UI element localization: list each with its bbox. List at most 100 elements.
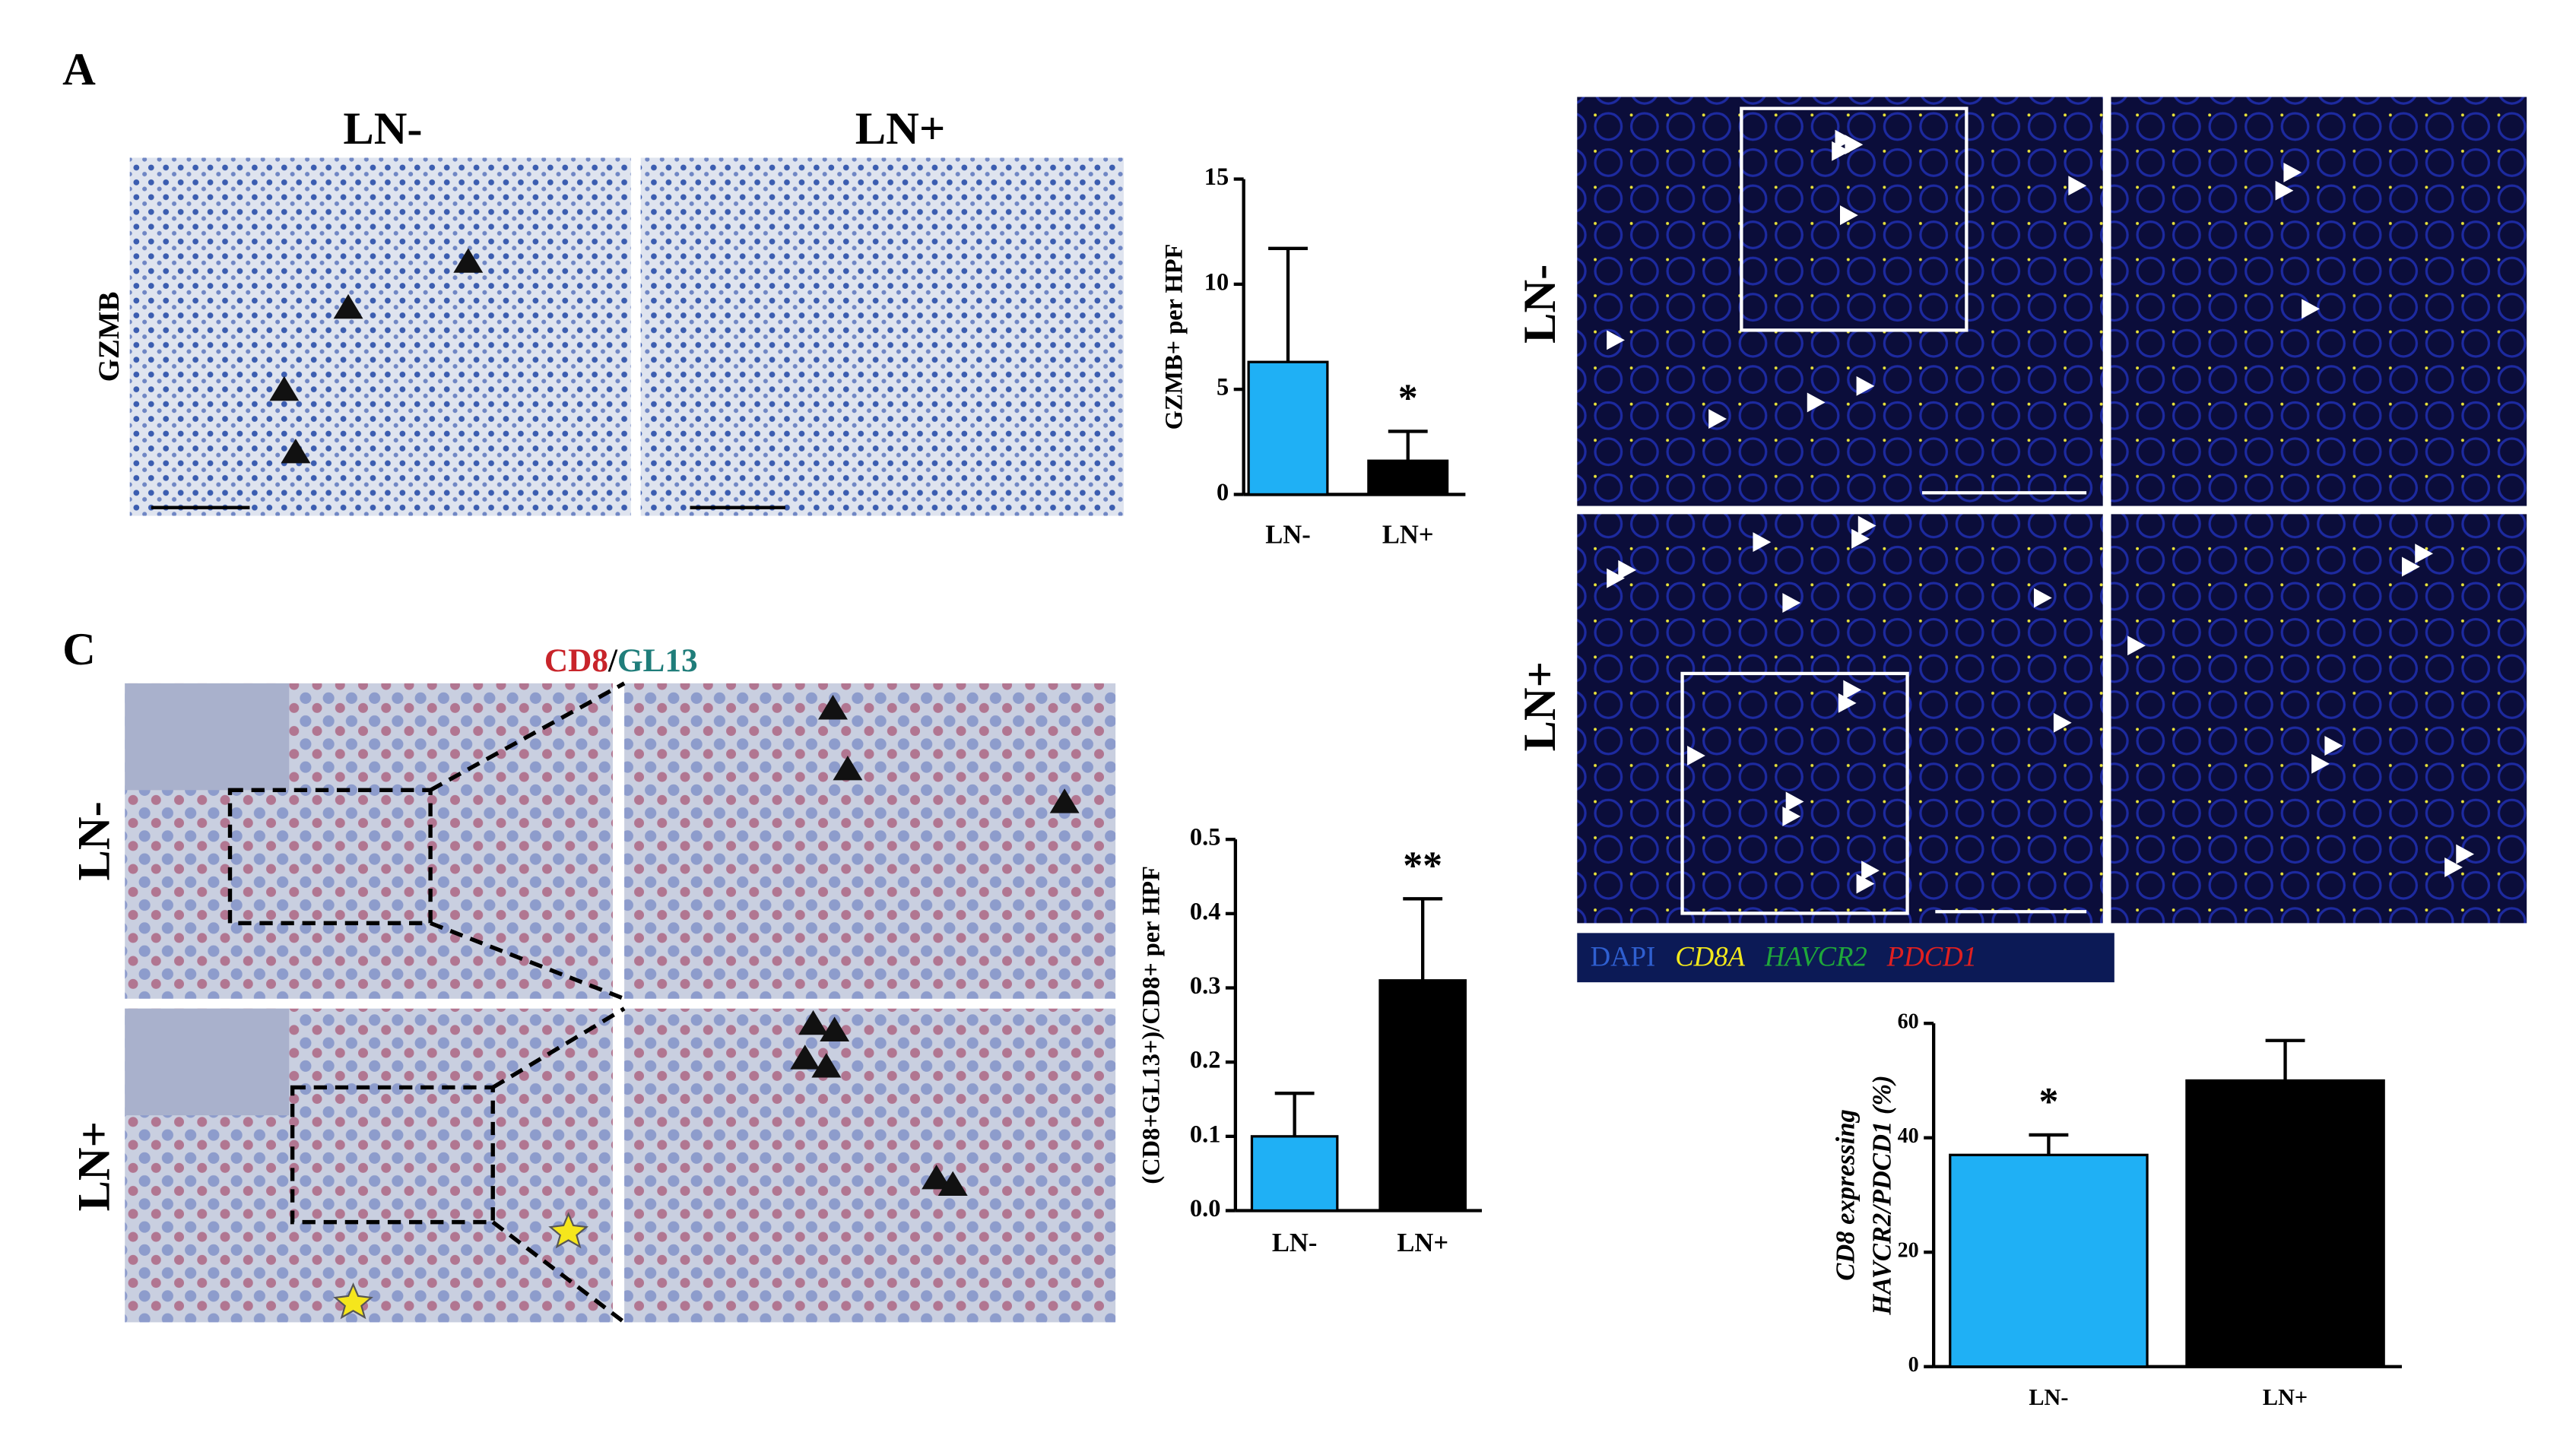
micrograph (1577, 97, 2103, 506)
bar (1949, 1153, 2149, 1368)
legend: DAPI CD8A HAVCR2 PDCD1 (1591, 940, 1977, 972)
y-tick-label: 0.3 (1190, 972, 1221, 1000)
y-tick-label: 60 (1898, 1010, 1919, 1034)
y-tick-label: 0.5 (1190, 824, 1221, 851)
inset (125, 683, 290, 791)
arrowhead (1785, 791, 1804, 812)
arrowhead (922, 1164, 952, 1190)
legend-entry: HAVCR2 (1764, 940, 1867, 972)
arrowhead (2053, 712, 2072, 733)
bar (2185, 1079, 2385, 1368)
arrowhead (798, 1010, 828, 1035)
arrowhead (937, 1171, 968, 1197)
arrowhead (1856, 873, 1875, 894)
arrowhead (811, 1053, 842, 1078)
star (333, 1282, 373, 1320)
y-tick-label: 20 (1898, 1239, 1919, 1263)
row-label: LN- (69, 801, 120, 880)
arrowhead (281, 438, 311, 464)
bar (1250, 1135, 1339, 1213)
arrowhead (2415, 544, 2434, 564)
legend-entry: CD8A (1675, 940, 1745, 972)
arrowhead (1857, 515, 1876, 536)
significance: * (2038, 1080, 2058, 1124)
arrowhead (1832, 141, 1850, 161)
y-tick-label: 15 (1204, 163, 1229, 191)
x-tick-label: LN+ (1397, 1228, 1448, 1257)
significance: ** (1403, 844, 1442, 887)
y-axis-label: CD8 expressing (1832, 1109, 1861, 1281)
micrograph (1577, 514, 2103, 924)
row-label: LN- (1515, 265, 1566, 344)
y-tick-label: 0 (1217, 479, 1229, 506)
arrowhead (2456, 844, 2475, 864)
stain: CD8 (544, 642, 608, 679)
arrowhead (1843, 680, 1862, 700)
y-tick-label: 0.2 (1190, 1047, 1221, 1074)
zoom-box (227, 681, 626, 1324)
micrograph (2111, 97, 2527, 506)
micrograph (624, 1008, 1116, 1323)
bar (1367, 459, 1449, 496)
arrowhead (2275, 180, 2294, 201)
arrowhead (453, 248, 484, 273)
arrowhead (1782, 806, 1801, 826)
separator: / (608, 642, 618, 679)
zoom-box (1680, 671, 1909, 915)
arrowhead (790, 1045, 820, 1070)
x-tick-label: LN+ (1382, 521, 1434, 550)
row-label: GZMB (93, 292, 125, 382)
arrowhead (1782, 593, 1801, 613)
y-tick-label: 0.0 (1190, 1195, 1221, 1222)
zoom-box (1740, 106, 1968, 332)
arrowhead (2068, 176, 2087, 196)
star (548, 1212, 588, 1249)
arrowhead (1845, 135, 1864, 155)
arrowhead (833, 755, 863, 781)
x-tick-label: LN- (1272, 1228, 1318, 1257)
arrowhead (1753, 532, 1772, 553)
arrowhead (2444, 857, 2463, 877)
micrograph (2111, 514, 2527, 924)
arrowheads (269, 129, 2475, 1197)
micrograph (640, 157, 1124, 516)
legend-box (1577, 933, 2114, 983)
y-tick-label: 0.4 (1190, 898, 1221, 925)
arrowhead (1618, 560, 1637, 580)
arrowhead (1807, 392, 1826, 413)
y-tick-label: 5 (1217, 374, 1229, 401)
arrowhead (2283, 162, 2302, 182)
arrowhead (2311, 753, 2330, 774)
y-axis-label: GZMB+ per HPF (1161, 244, 1188, 430)
x-tick-label: LN- (1265, 521, 1311, 550)
arrowhead (1607, 568, 1625, 588)
arrowhead (2324, 736, 2343, 756)
arrowhead (1861, 861, 1880, 881)
y-axis-label: HAVCR2/PDCD1 (%) (1867, 1075, 1896, 1315)
arrowhead (1856, 376, 1875, 396)
arrowhead (1838, 693, 1857, 713)
y-axis-label: (CD8+GL13+)/CD8+ per HPF (1137, 866, 1165, 1184)
row-label: LN+ (69, 1121, 120, 1212)
arrowhead (1708, 409, 1727, 429)
y-tick-label: 0.1 (1190, 1121, 1221, 1148)
arrowhead (269, 376, 300, 401)
arrowhead (1607, 330, 1625, 350)
column-label: LN+ (855, 103, 946, 154)
bar (1378, 979, 1467, 1213)
arrowhead (333, 293, 363, 319)
arrowhead (1049, 788, 1080, 813)
y-tick-label: 10 (1204, 268, 1229, 296)
arrowhead (1851, 528, 1870, 549)
y-tick-label: 40 (1898, 1124, 1919, 1148)
x-tick-label: LN+ (2263, 1384, 2308, 1410)
panel-label: C (62, 624, 96, 675)
stain: GL13 (617, 642, 698, 679)
inset (125, 1008, 290, 1116)
x-tick-label: LN- (2029, 1384, 2068, 1410)
arrowhead (2033, 588, 2052, 608)
micrograph (129, 157, 631, 516)
row-label: LN+ (1515, 661, 1566, 752)
arrowhead (1840, 205, 1858, 226)
